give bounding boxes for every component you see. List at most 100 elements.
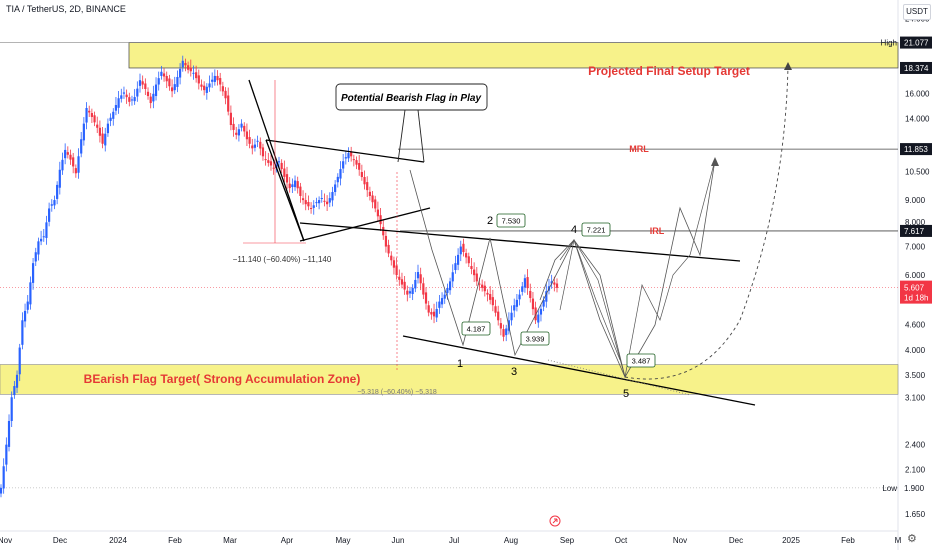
candle-body bbox=[360, 172, 363, 178]
candle-body bbox=[243, 125, 246, 132]
candle-body bbox=[141, 81, 144, 85]
candle-body bbox=[221, 86, 224, 92]
candle-body bbox=[400, 279, 404, 285]
candle-body bbox=[144, 83, 147, 90]
candle-body bbox=[384, 235, 388, 247]
projection-path-2 bbox=[559, 159, 716, 378]
candle-body bbox=[2, 466, 5, 489]
candle-body bbox=[42, 236, 45, 238]
candle-body bbox=[419, 274, 422, 284]
candle-body bbox=[253, 144, 257, 148]
candle-body bbox=[523, 278, 527, 288]
y-tick-label: 2.400 bbox=[905, 441, 926, 450]
y-tick-label: 10.500 bbox=[905, 168, 930, 177]
candle-body bbox=[101, 133, 104, 144]
candle-body bbox=[403, 281, 406, 290]
candle-body bbox=[58, 169, 61, 188]
candle-body bbox=[395, 265, 398, 276]
price-label-text: 18.374 bbox=[904, 64, 929, 73]
gear-icon[interactable]: ⚙ bbox=[907, 533, 917, 545]
candle-body bbox=[128, 97, 131, 102]
candle-body bbox=[272, 167, 275, 169]
arrow-head-final bbox=[784, 62, 792, 70]
candle-body bbox=[280, 162, 283, 170]
candle-body bbox=[288, 183, 291, 189]
candle-body bbox=[456, 254, 460, 265]
arrow-head-up bbox=[711, 157, 719, 166]
candle-body bbox=[64, 149, 67, 159]
candle-body bbox=[117, 98, 120, 108]
candle-body bbox=[526, 277, 529, 289]
candle-body bbox=[72, 157, 75, 167]
candle-body bbox=[120, 95, 123, 99]
candle-body bbox=[416, 272, 420, 279]
candle-body bbox=[173, 84, 176, 91]
candle-body bbox=[491, 297, 494, 306]
y-tick-label: 2.100 bbox=[905, 465, 926, 474]
candle-body bbox=[264, 159, 267, 161]
candle-body bbox=[162, 73, 166, 77]
candle-body bbox=[26, 301, 29, 310]
candle-body bbox=[138, 80, 142, 86]
candle-body bbox=[283, 168, 286, 177]
candle-body bbox=[277, 161, 281, 163]
candle-body bbox=[392, 260, 396, 268]
candle-body bbox=[309, 208, 313, 210]
candle-body bbox=[176, 76, 179, 87]
candle-body bbox=[216, 75, 219, 81]
candle-body bbox=[259, 141, 262, 149]
candle-body bbox=[61, 159, 64, 171]
candle-body bbox=[269, 161, 273, 166]
candle-body bbox=[550, 281, 553, 284]
callout-box bbox=[335, 83, 488, 111]
candle-body bbox=[112, 111, 115, 119]
candle-body bbox=[374, 199, 377, 209]
x-tick-label: Apr bbox=[281, 536, 294, 545]
price-label-text: 1.900 bbox=[904, 484, 925, 493]
candle-body bbox=[382, 226, 385, 236]
x-tick-label: Feb bbox=[841, 536, 855, 545]
candle-body bbox=[149, 96, 152, 104]
countdown-text: 1d 18h bbox=[904, 294, 928, 303]
candle-body bbox=[438, 301, 441, 308]
candle-body bbox=[483, 285, 486, 292]
candle-body bbox=[82, 123, 85, 141]
currency-button[interactable]: USDT bbox=[903, 4, 931, 20]
candle-body bbox=[454, 263, 457, 271]
candle-body bbox=[184, 63, 187, 66]
flag-pole-right bbox=[265, 139, 305, 242]
candle-body bbox=[347, 153, 350, 159]
candle-body bbox=[473, 269, 476, 276]
candle-body bbox=[7, 420, 11, 447]
candle-body bbox=[414, 279, 417, 289]
candle-body bbox=[229, 112, 232, 126]
candle-body bbox=[555, 283, 559, 288]
wave-price-text: 7.530 bbox=[502, 217, 521, 226]
last-price-box bbox=[900, 280, 932, 304]
candle-body bbox=[531, 298, 535, 310]
candle-body bbox=[411, 287, 414, 295]
candle-body bbox=[291, 184, 294, 187]
candle-body bbox=[539, 308, 543, 315]
candle-body bbox=[34, 252, 37, 262]
y-tick-label: 16.000 bbox=[905, 90, 930, 99]
candle-body bbox=[45, 222, 48, 238]
candle-body bbox=[267, 160, 270, 163]
flag-bottom-trend bbox=[299, 207, 431, 242]
candle-body bbox=[240, 123, 243, 128]
candle-body bbox=[219, 78, 222, 85]
y-tick-label: 3.500 bbox=[905, 371, 926, 380]
wave-label-4: 4 bbox=[571, 224, 577, 236]
wave-label-1: 1 bbox=[457, 358, 463, 370]
x-tick-label: Aug bbox=[504, 536, 518, 545]
y-tick-label: 4.000 bbox=[905, 346, 926, 355]
x-tick-label: 2025 bbox=[782, 536, 800, 545]
candle-body bbox=[435, 308, 438, 318]
price-label-box bbox=[900, 143, 932, 156]
candle-body bbox=[301, 198, 305, 201]
y-tick-label: 3.100 bbox=[905, 393, 926, 402]
accumulation-zone bbox=[0, 364, 899, 395]
candle-body bbox=[197, 75, 200, 84]
candle-body bbox=[37, 241, 40, 255]
